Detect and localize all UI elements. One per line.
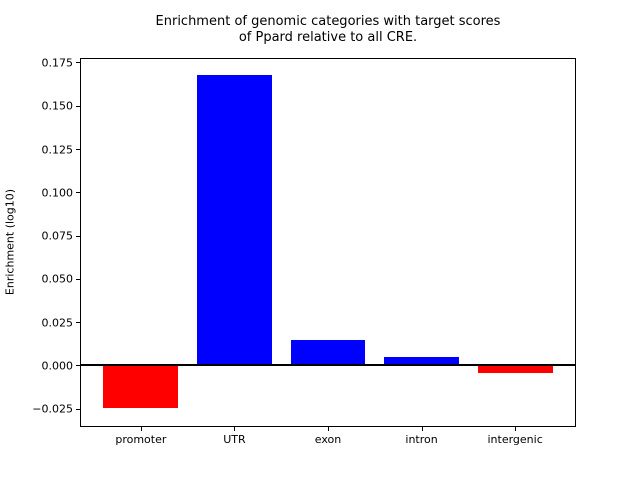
x-tick-mark — [140, 427, 142, 431]
bar-UTR — [197, 74, 272, 366]
x-tick-label-exon: exon — [314, 433, 342, 446]
x-tick-label-intron: intron — [405, 433, 438, 446]
y-tick-label: 0.125 — [41, 143, 74, 157]
y-tick-mark — [76, 322, 80, 324]
bar-exon — [290, 340, 366, 366]
x-tick-label-promoter: promoter — [115, 433, 167, 446]
y-tick-label: 0.150 — [41, 99, 74, 113]
y-tick-label: −0.025 — [32, 402, 73, 416]
y-tick-mark — [76, 192, 80, 194]
x-tick-mark — [234, 427, 236, 431]
y-tick-mark — [76, 235, 80, 237]
chart-title: Enrichment of genomic categories with ta… — [155, 14, 501, 45]
y-tick-mark — [76, 278, 80, 280]
y-axis-label: Enrichment (log10) — [3, 188, 17, 296]
x-tick-mark — [421, 427, 423, 431]
y-tick-label: 0.100 — [41, 186, 74, 200]
y-tick-mark — [76, 408, 80, 410]
bar-intergenic — [477, 365, 553, 374]
zero-axhline — [81, 364, 575, 367]
x-tick-mark — [515, 427, 517, 431]
y-tick-mark — [76, 105, 80, 107]
y-tick-mark — [76, 62, 80, 64]
y-tick-mark — [76, 365, 80, 367]
y-tick-label: 0.050 — [41, 272, 74, 286]
y-tick-mark — [76, 149, 80, 151]
y-tick-label: 0.000 — [41, 359, 74, 373]
bar-promoter — [103, 365, 179, 408]
y-tick-label: 0.025 — [41, 316, 74, 330]
bar-intron — [384, 356, 459, 366]
x-tick-label-intergenic: intergenic — [487, 433, 543, 446]
plot-area: −0.025 0.000 0.025 0.050 0.075 0.100 0.125 0.15… — [32, 56, 576, 446]
y-tick-label: 0.075 — [41, 229, 74, 243]
x-tick-mark — [328, 427, 329, 431]
y-tick-label: 0.175 — [41, 56, 74, 70]
x-tick-label-UTR: UTR — [223, 433, 246, 446]
